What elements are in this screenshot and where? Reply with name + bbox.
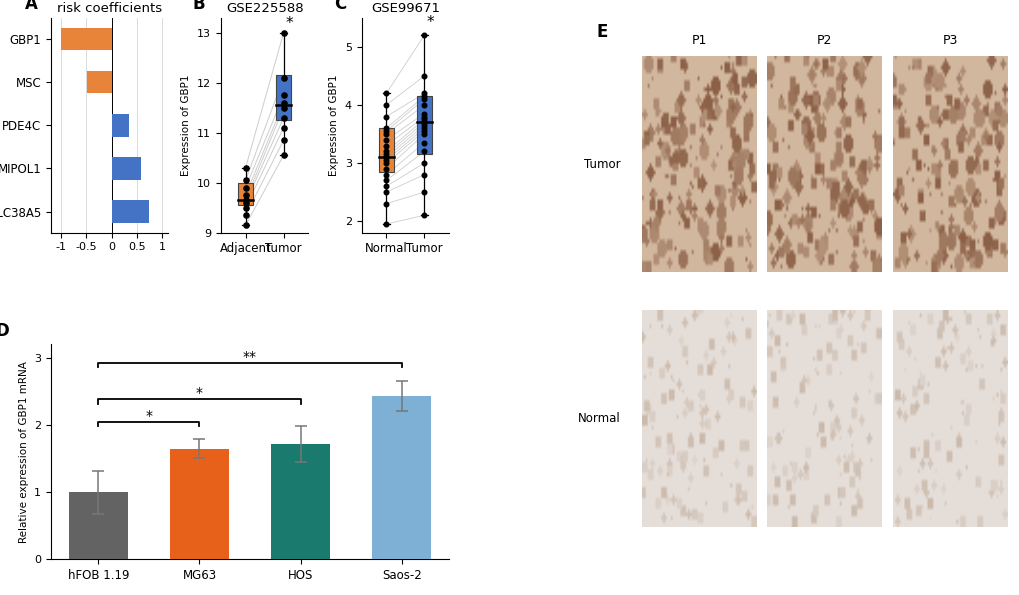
Point	[378, 199, 394, 208]
Point	[416, 123, 432, 133]
Point	[378, 135, 394, 145]
Point	[237, 221, 254, 230]
Point	[416, 118, 432, 127]
Point	[275, 90, 291, 100]
Point	[237, 203, 254, 212]
Point	[416, 187, 432, 197]
Point	[416, 126, 432, 136]
Text: A: A	[25, 0, 38, 13]
Bar	[112, 157, 141, 180]
Point	[275, 103, 291, 112]
Bar	[170, 449, 228, 559]
Point	[416, 30, 432, 40]
Bar	[372, 396, 431, 559]
Point	[416, 89, 432, 98]
Point	[416, 92, 432, 101]
Text: D: D	[0, 322, 9, 340]
Point	[378, 126, 394, 136]
Point	[275, 136, 291, 145]
Point	[237, 183, 254, 193]
Point	[416, 71, 432, 81]
Point	[378, 152, 394, 162]
Point	[378, 89, 394, 98]
Point	[378, 123, 394, 133]
Point	[378, 141, 394, 151]
Text: Normal: Normal	[578, 412, 621, 425]
Bar	[88, 71, 112, 93]
Text: B: B	[193, 0, 206, 13]
Text: *: *	[146, 409, 152, 422]
Bar	[271, 444, 329, 559]
Point	[378, 176, 394, 185]
Point	[416, 211, 432, 220]
Point	[275, 113, 291, 123]
Point	[416, 146, 432, 156]
Point	[416, 100, 432, 109]
Point	[275, 28, 291, 37]
Point	[237, 176, 254, 185]
Bar	[276, 76, 290, 120]
Point	[416, 129, 432, 139]
Title: risk coefficients: risk coefficients	[57, 2, 162, 15]
Text: Tumor: Tumor	[584, 158, 621, 171]
Point	[416, 121, 432, 130]
Y-axis label: Expression of GBP1: Expression of GBP1	[329, 74, 339, 176]
Point	[416, 95, 432, 104]
Text: *: *	[196, 387, 203, 400]
Point	[237, 190, 254, 200]
Point	[416, 158, 432, 168]
Point	[378, 155, 394, 165]
Bar	[238, 183, 253, 205]
Bar	[112, 201, 149, 223]
Point	[237, 196, 254, 205]
Bar	[61, 27, 112, 50]
Point	[378, 187, 394, 197]
Point	[378, 129, 394, 139]
Y-axis label: Expression of GBP1: Expression of GBP1	[181, 74, 192, 176]
Point	[237, 198, 254, 208]
Text: C: C	[333, 0, 345, 13]
Point	[416, 112, 432, 121]
Point	[378, 164, 394, 174]
Text: P2: P2	[816, 34, 832, 47]
Bar	[112, 114, 128, 136]
Point	[275, 151, 291, 160]
Text: *: *	[285, 16, 292, 31]
Point	[378, 158, 394, 168]
Text: E: E	[595, 23, 606, 41]
Bar	[417, 96, 431, 154]
Bar	[378, 128, 393, 172]
Point	[275, 98, 291, 108]
Text: *: *	[426, 14, 433, 30]
Y-axis label: Relative expression of GBP1 mRNA: Relative expression of GBP1 mRNA	[18, 361, 29, 543]
Point	[378, 146, 394, 156]
Point	[416, 109, 432, 118]
Text: P1: P1	[691, 34, 706, 47]
Point	[237, 211, 254, 220]
Point	[378, 149, 394, 159]
Point	[416, 115, 432, 124]
Point	[378, 170, 394, 180]
Point	[378, 181, 394, 191]
Bar	[69, 492, 127, 559]
Title: GSE99671: GSE99671	[371, 2, 439, 15]
Point	[275, 123, 291, 133]
Point	[416, 170, 432, 180]
Point	[378, 112, 394, 121]
Point	[237, 163, 254, 173]
Point	[275, 73, 291, 83]
Point	[378, 219, 394, 228]
Text: P3: P3	[942, 34, 957, 47]
Point	[416, 138, 432, 148]
Point	[378, 100, 394, 109]
Title: GSE225588: GSE225588	[225, 2, 303, 15]
Text: **: **	[243, 349, 257, 364]
